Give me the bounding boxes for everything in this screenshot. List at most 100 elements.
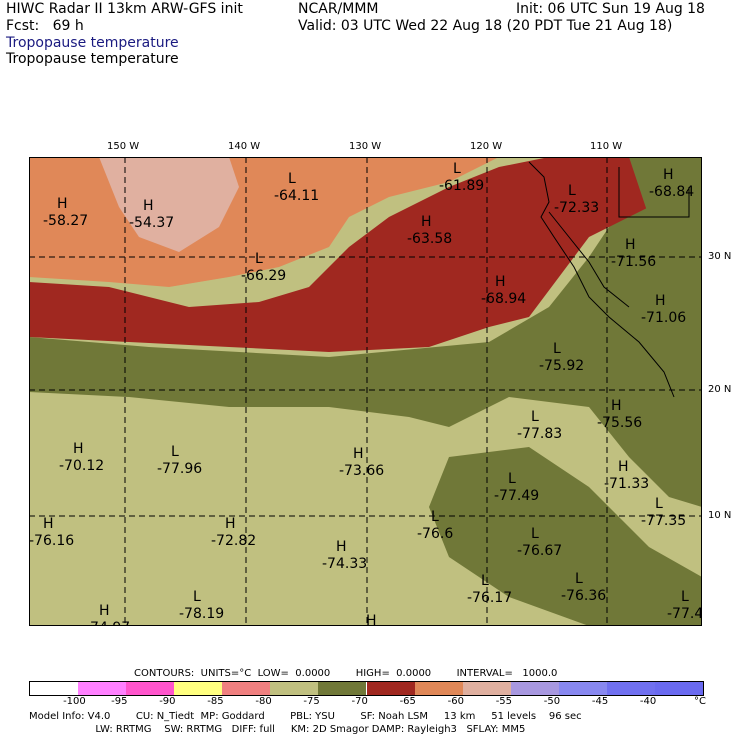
- map-label-value: -77.96: [157, 461, 202, 477]
- map-label-value: -68.84: [649, 184, 694, 200]
- map-label-value: -74.97: [85, 620, 130, 626]
- map-label-letter: H: [143, 198, 154, 214]
- map-label-letter: H: [336, 539, 347, 555]
- map-label-letter: H: [611, 398, 622, 414]
- color-bar-cell: [78, 682, 127, 695]
- map-label-letter: H: [625, 237, 636, 253]
- color-bar-cell: [174, 682, 223, 695]
- map-label-letter: L: [255, 251, 263, 267]
- map-label-value: -54.37: [129, 215, 174, 231]
- region-light-pink: [99, 157, 239, 252]
- map-label-value: -63.58: [407, 231, 452, 247]
- map-label-value: -76.36: [561, 588, 606, 604]
- map-label-letter: L: [453, 161, 461, 177]
- map-grid: [29, 157, 702, 626]
- color-bar-tick: °C: [694, 696, 706, 707]
- map-label-value: -58.27: [43, 213, 88, 229]
- lon-label-140w: 140 W: [228, 141, 261, 152]
- lon-label-150w: 150 W: [107, 141, 140, 152]
- map-label-letter: L: [531, 526, 539, 542]
- map-label-value: -77.35: [641, 513, 686, 529]
- map-label-letter: H: [663, 167, 674, 183]
- map-label-value: -75.56: [597, 415, 642, 431]
- map-label-letter: L: [508, 471, 516, 487]
- map-label-value: -61.89: [439, 178, 484, 194]
- map-label-value: -77.83: [517, 426, 562, 442]
- color-bar-tick: -70: [351, 696, 368, 707]
- map-label-letter: L: [288, 171, 296, 187]
- map-label-value: -76.6: [417, 526, 453, 542]
- color-bar-tick: -65: [399, 696, 416, 707]
- map-label-letter: H: [43, 516, 54, 532]
- map-label-letter: H: [225, 516, 236, 532]
- map-label-value: -74.33: [322, 556, 367, 572]
- map-label-value: -75.92: [539, 358, 584, 374]
- tropopause-map: H -58.27 H -54.37 L -64.11 L -61.89 L -72.33 H -68.…: [29, 157, 702, 626]
- state-border: [618, 167, 690, 218]
- color-bar-tick: -75: [303, 696, 320, 707]
- map-labels: H-58.27H-54.37L-64.11L-61.89 L-72.33H-68.…: [29, 161, 702, 626]
- map-label-letter: L: [568, 183, 576, 199]
- region-dark-red: [29, 157, 669, 352]
- lat-label-10n: 10 N: [708, 510, 732, 521]
- model-title: HIWC Radar II 13km ARW-GFS init: [6, 1, 243, 17]
- baja-coast: [548, 211, 630, 308]
- lat-label-30n: 30 N: [708, 251, 732, 262]
- map-label-value: -76.17: [467, 590, 512, 606]
- map-label-value: -72.33: [554, 200, 599, 216]
- lon-label-130w: 130 W: [349, 141, 382, 152]
- color-bar-tick: -40: [639, 696, 657, 707]
- map-label-letter: L: [681, 589, 689, 605]
- map-label-letter: H: [366, 613, 377, 626]
- map-label-value: -77.49: [494, 488, 539, 504]
- color-bar-cell: [654, 682, 703, 695]
- map-label-value: -71.33: [604, 476, 649, 492]
- map-label-value: -71.56: [611, 254, 656, 270]
- map-label-letter: L: [431, 509, 439, 525]
- map-label-letter: L: [531, 409, 539, 425]
- model-info-line1: Model Info: V4.0 CU: N_Tiedt MP: Goddard…: [29, 711, 582, 722]
- color-bar-tick: -55: [495, 696, 513, 707]
- color-bar-tick: -45: [591, 696, 609, 707]
- color-bar-cell: [366, 682, 415, 695]
- field-title-2: Tropopause temperature: [6, 51, 179, 67]
- map-label-value: -76.67: [517, 543, 562, 559]
- map-label-value: -78.19: [179, 606, 224, 622]
- field-title-1: Tropopause temperature: [6, 35, 179, 51]
- model-info-line2: LW: RRTMG SW: RRTMG DIFF: full KM: 2D Sm…: [0, 724, 526, 735]
- color-bar-tick: -100: [63, 696, 86, 707]
- map-label-letter: L: [481, 573, 489, 589]
- color-bar-cell: [510, 682, 559, 695]
- coastline: [528, 161, 675, 398]
- contours-info: CONTOURS: UNITS=°C LOW= 0.0000 HIGH= 0.0…: [134, 668, 558, 679]
- color-bar: [29, 681, 704, 696]
- map-label-value: -71.06: [641, 310, 686, 326]
- map-label-letter: H: [353, 446, 364, 462]
- color-bar-cell: [222, 682, 271, 695]
- map-label-value: -73.66: [339, 463, 384, 479]
- color-bar-tick: -60: [447, 696, 464, 707]
- region-dark-olive-south: [429, 447, 702, 626]
- init-time: Init: 06 UTC Sun 19 Aug 18: [516, 1, 705, 17]
- color-bar-cell: [606, 682, 655, 695]
- color-bar-cell: [462, 682, 511, 695]
- map-label-letter: H: [655, 293, 666, 309]
- map-label-letter: H: [99, 603, 110, 619]
- lat-label-20n: 20 N: [708, 384, 732, 395]
- color-bar-tick: -50: [543, 696, 561, 707]
- lon-label-120w: 120 W: [470, 141, 503, 152]
- forecast-hour: Fcst: 69 h: [6, 18, 84, 34]
- color-bar-cell: [270, 682, 319, 695]
- map-label-value: -77.4: [667, 606, 702, 622]
- map-label-letter: L: [171, 444, 179, 460]
- map-label-value: -70.12: [59, 458, 104, 474]
- map-label-value: -66.29: [241, 268, 286, 284]
- map-label-letter: H: [421, 214, 432, 230]
- color-bar-cell: [318, 682, 367, 695]
- map-label-letter: L: [193, 589, 201, 605]
- map-label-letter: L: [553, 341, 561, 357]
- map-frame: [29, 157, 702, 626]
- color-bar-cell: [414, 682, 463, 695]
- map-label-letter: L: [575, 571, 583, 587]
- map-label-letter: H: [618, 459, 629, 475]
